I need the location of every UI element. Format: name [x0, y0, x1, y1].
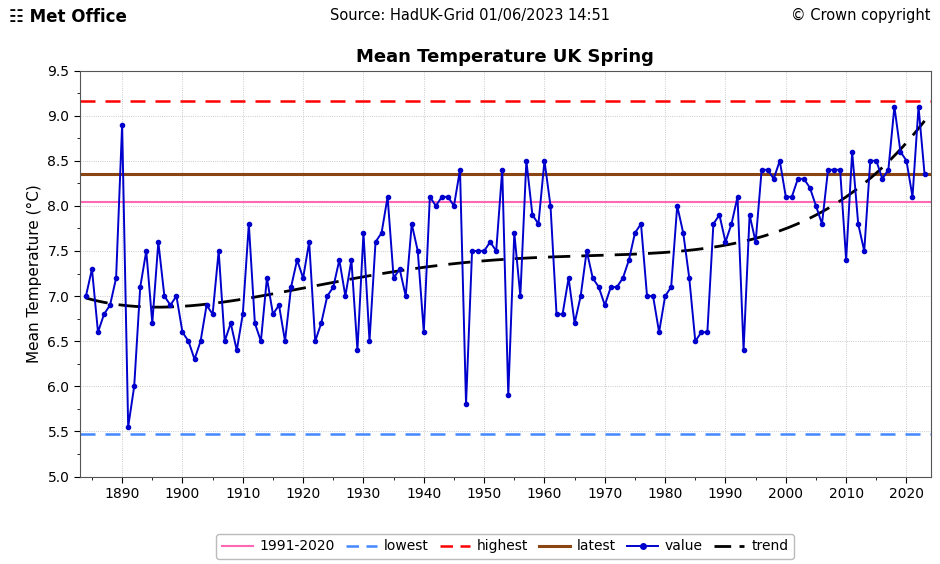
Title: Mean Temperature UK Spring: Mean Temperature UK Spring — [356, 48, 654, 66]
Text: Source: HadUK-Grid 01/06/2023 14:51: Source: HadUK-Grid 01/06/2023 14:51 — [330, 8, 610, 24]
Y-axis label: Mean Temperature (°C): Mean Temperature (°C) — [27, 184, 42, 363]
Text: ☷ Met Office: ☷ Met Office — [9, 8, 127, 27]
Legend: 1991-2020, lowest, highest, latest, value, trend: 1991-2020, lowest, highest, latest, valu… — [216, 534, 794, 559]
Text: © Crown copyright: © Crown copyright — [791, 8, 931, 24]
